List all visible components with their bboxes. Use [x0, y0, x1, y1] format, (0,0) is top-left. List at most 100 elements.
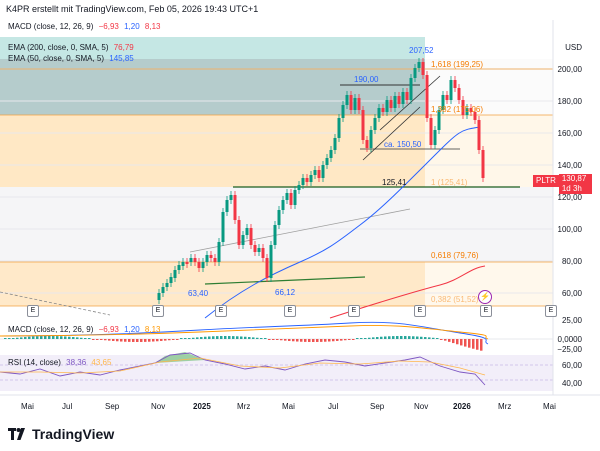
macd-histogram-bar: [304, 339, 307, 342]
current-price: 130,87: [561, 174, 587, 183]
candle-body: [281, 200, 285, 210]
macd-histogram-bar: [12, 338, 15, 339]
earnings-badge[interactable]: E: [284, 305, 296, 317]
macd-tick: 0,0000: [557, 335, 582, 344]
macd-top-legend[interactable]: MACD (close, 12, 26, 9) −6,93 1,20 8,13: [8, 22, 160, 31]
symbol-label: PLTR: [533, 175, 559, 187]
time-tick: Nov: [414, 402, 429, 411]
price-tick: 160,00: [557, 129, 582, 138]
candle-body: [165, 283, 169, 287]
earnings-badge[interactable]: E: [480, 305, 492, 317]
macd-histogram-bar: [428, 337, 431, 339]
macd-histogram-bar: [148, 339, 151, 342]
macd-histogram-bar: [400, 336, 403, 339]
candle-body: [465, 108, 469, 115]
macd-histogram-bar: [348, 339, 351, 340]
macd-histogram-bar: [140, 339, 143, 342]
macd-histogram-bar: [80, 337, 83, 339]
macd-histogram-bar: [356, 338, 359, 339]
candle-body: [361, 110, 365, 140]
macd-pane-legend[interactable]: MACD (close, 12, 26, 9) −6,93 1,20 8,13: [8, 325, 160, 334]
rsi-pane-legend[interactable]: RSI (14, close) 38,36 43,65: [8, 358, 111, 367]
candle-body: [237, 220, 241, 245]
candle-body: [213, 258, 217, 262]
earnings-badge[interactable]: E: [152, 305, 164, 317]
candle-body: [341, 105, 345, 118]
price-tick: 140,00: [557, 161, 582, 170]
macd-histogram-bar: [352, 339, 355, 340]
chart-header: K4PR erstellt mit TradingView.com, Feb 0…: [6, 4, 259, 14]
macd-histogram-bar: [412, 336, 415, 339]
macd-histogram-bar: [48, 336, 51, 339]
macd-histogram-bar: [84, 338, 87, 339]
candle-body: [181, 262, 185, 266]
candle-body: [337, 118, 341, 138]
candle-body: [245, 228, 249, 235]
price-tick: 100,00: [557, 225, 582, 234]
macd-top-label: MACD (close, 12, 26, 9): [8, 22, 94, 31]
macd-histogram-bar: [136, 339, 139, 342]
candle-body: [357, 98, 361, 110]
high-label: 207,52: [409, 46, 434, 55]
candle-body: [185, 262, 189, 264]
macd-histogram-bar: [128, 339, 131, 342]
time-tick: Mai: [21, 402, 34, 411]
currency-label: USD: [565, 43, 582, 52]
macd-histogram-bar: [236, 336, 239, 339]
candle-body: [225, 200, 229, 212]
lightning-icon[interactable]: ⚡: [478, 290, 492, 304]
candle-body: [241, 235, 245, 245]
macd-histogram-bar: [152, 339, 155, 342]
earnings-badge[interactable]: E: [215, 305, 227, 317]
macd-histogram-bar: [60, 336, 63, 339]
macd-histogram-bar: [52, 336, 55, 339]
ema50-legend[interactable]: EMA (50, close, 0, SMA, 5) 145,85: [8, 54, 134, 63]
candle-body: [421, 62, 425, 75]
macd-histogram-bar: [440, 339, 443, 340]
current-price-tag: PLTR 130,87 1d 3h: [533, 174, 592, 194]
rsi-tick: 60,00: [561, 361, 582, 370]
macd-histogram-bar: [108, 339, 111, 341]
macd-histogram-bar: [416, 336, 419, 339]
earnings-badge[interactable]: E: [348, 305, 360, 317]
macd-histogram-bar: [384, 336, 387, 339]
macd-histogram-bar: [92, 339, 95, 340]
macd-histogram-bar: [344, 339, 347, 341]
price-tick: 60,00: [561, 289, 582, 298]
time-tick: Jul: [328, 402, 339, 411]
candle-body: [425, 75, 429, 118]
candle-body: [325, 158, 329, 165]
fib-1618-label: 1,618 (199,25): [431, 60, 484, 69]
macd-histogram-bar: [424, 337, 427, 339]
earnings-badge[interactable]: E: [545, 305, 557, 317]
time-tick: Nov: [151, 402, 166, 411]
macd-histogram-bar: [360, 338, 363, 339]
candle-body: [433, 130, 437, 145]
macd-histogram-bar: [444, 339, 447, 341]
macd-pane-v3: 8,13: [144, 325, 161, 334]
candle-body: [157, 293, 161, 300]
bar-countdown: 1d 3h: [561, 184, 582, 193]
macd-histogram-bar: [124, 339, 127, 342]
macd-histogram-bar: [20, 337, 23, 339]
macd-histogram-bar: [268, 339, 271, 340]
macd-histogram-bar: [156, 339, 159, 342]
candle-body: [273, 225, 277, 245]
macd-histogram-bar: [392, 336, 395, 339]
earnings-badge[interactable]: E: [27, 305, 39, 317]
candle-body: [305, 178, 309, 182]
price-tick: 180,00: [557, 97, 582, 106]
macd-histogram-bar: [196, 337, 199, 339]
candle-body: [349, 95, 353, 110]
earnings-badge[interactable]: E: [414, 305, 426, 317]
macd-histogram-bar: [100, 339, 103, 340]
macd-histogram-bar: [220, 336, 223, 339]
time-tick: Mrz: [237, 402, 251, 411]
macd-histogram-bar: [204, 336, 207, 339]
macd-histogram-bar: [420, 336, 423, 339]
candle-body: [365, 140, 369, 148]
macd-histogram-bar: [472, 339, 475, 349]
macd-tick: −25,00: [557, 345, 582, 354]
ema200-legend[interactable]: EMA (200, close, 0, SMA, 5) 76,79: [8, 43, 134, 52]
